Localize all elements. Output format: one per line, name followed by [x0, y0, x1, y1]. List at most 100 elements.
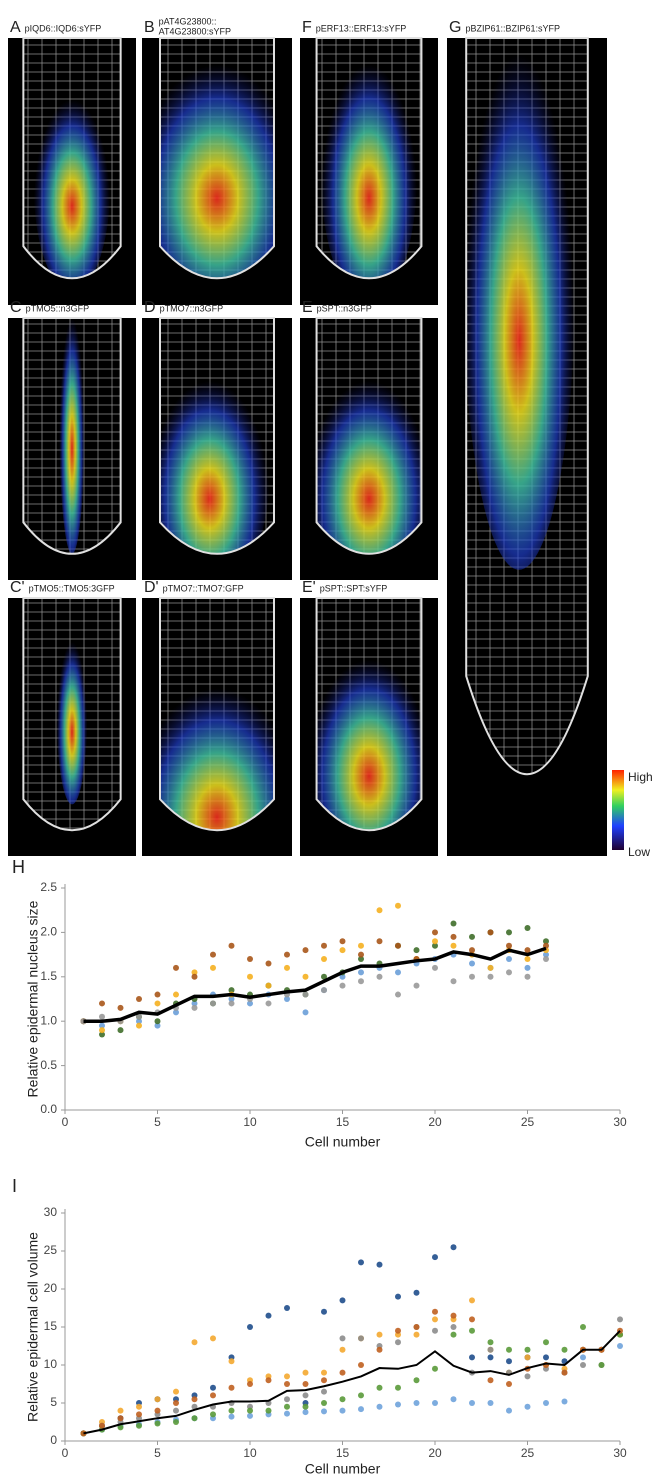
- data-point: [284, 1381, 290, 1387]
- data-point: [450, 1324, 457, 1330]
- x-tick-label: 15: [336, 1115, 350, 1129]
- data-point: [395, 991, 401, 998]
- data-point: [469, 973, 475, 980]
- data-point: [487, 964, 494, 971]
- data-point: [469, 1400, 475, 1406]
- data-point: [191, 1004, 198, 1011]
- panel-letter: A: [10, 19, 21, 36]
- data-point: [487, 1377, 494, 1384]
- data-point: [210, 1411, 216, 1418]
- data-point: [136, 1022, 142, 1029]
- data-point: [191, 973, 198, 980]
- data-point: [265, 1312, 272, 1319]
- data-point: [543, 951, 549, 958]
- data-point: [173, 964, 179, 971]
- chart-label: H: [12, 857, 25, 877]
- data-point: [321, 1369, 327, 1376]
- data-point: [136, 1411, 142, 1418]
- data-point: [358, 978, 364, 985]
- data-point: [117, 1415, 124, 1422]
- data-point: [302, 1009, 309, 1016]
- fluorescence: [316, 357, 422, 554]
- panel-letter: E': [302, 579, 316, 596]
- data-point: [543, 938, 549, 945]
- data-point: [228, 987, 235, 994]
- data-point: [598, 1362, 605, 1368]
- data-point: [524, 973, 531, 980]
- data-point: [469, 947, 475, 954]
- x-tick-label: 5: [154, 1115, 161, 1129]
- data-point: [487, 1354, 494, 1361]
- data-point: [358, 951, 364, 958]
- data-point: [99, 1031, 105, 1038]
- data-point: [432, 1400, 438, 1406]
- data-point: [413, 947, 420, 954]
- data-point: [265, 1000, 272, 1007]
- data-point: [432, 938, 438, 945]
- data-point: [173, 991, 179, 998]
- data-point: [376, 938, 383, 945]
- mean-line: [83, 1330, 621, 1435]
- data-point: [265, 960, 272, 967]
- data-point: [173, 1388, 179, 1395]
- data-point: [376, 907, 383, 914]
- data-point: [450, 920, 457, 927]
- data-point: [210, 964, 216, 971]
- data-point: [99, 1013, 105, 1020]
- x-tick-label: 20: [428, 1115, 442, 1129]
- data-point: [339, 982, 346, 989]
- data-point: [506, 942, 512, 949]
- data-point: [395, 1401, 401, 1408]
- y-tick-label: 1.0: [40, 1013, 57, 1027]
- data-point: [302, 973, 309, 980]
- panel-caption: pAT4G23800::: [159, 16, 217, 26]
- data-point: [228, 1384, 235, 1391]
- data-point: [284, 996, 290, 1002]
- data-point: [450, 1396, 457, 1403]
- data-point: [339, 938, 346, 945]
- data-point: [506, 969, 512, 976]
- data-point: [154, 1000, 161, 1007]
- data-point: [117, 1004, 124, 1011]
- data-point: [543, 956, 549, 963]
- data-point: [469, 1327, 475, 1334]
- fluorescence: [56, 623, 88, 805]
- data-point: [524, 1346, 531, 1353]
- data-point: [469, 1354, 475, 1361]
- data-point: [580, 1362, 586, 1368]
- data-point: [339, 1346, 346, 1353]
- data-point: [302, 1403, 309, 1410]
- panel-caption: pTMO7::n3GFP: [160, 303, 224, 313]
- panel-caption: pTMO7::TMO7:GFP: [163, 583, 244, 593]
- data-point: [321, 1377, 327, 1384]
- data-point: [413, 1289, 420, 1296]
- data-point: [395, 902, 401, 909]
- x-tick-label: 0: [62, 1446, 69, 1460]
- data-point: [413, 1377, 420, 1384]
- data-point: [247, 973, 253, 980]
- root-outline: [22, 597, 122, 832]
- y-tick-label: 15: [44, 1319, 58, 1333]
- data-point: [450, 942, 457, 949]
- data-point: [376, 973, 383, 980]
- data-point: [506, 1346, 512, 1353]
- data-point: [228, 1413, 235, 1420]
- data-point: [173, 1400, 179, 1406]
- x-tick-label: 5: [154, 1446, 161, 1460]
- data-point: [524, 1354, 531, 1361]
- data-point: [321, 973, 327, 980]
- fluorescence: [316, 636, 422, 831]
- data-point: [302, 1381, 309, 1387]
- data-point: [432, 929, 438, 936]
- data-point: [524, 956, 531, 963]
- panel-caption: pBZIP61::BZIP61:sYFP: [465, 23, 560, 33]
- data-point: [284, 951, 290, 958]
- data-point: [136, 1403, 142, 1410]
- panel-letter: D': [144, 579, 159, 596]
- data-point: [339, 1407, 346, 1414]
- data-point: [136, 1013, 142, 1020]
- data-point: [154, 1396, 161, 1403]
- data-point: [432, 1327, 438, 1334]
- root-outline: [315, 37, 423, 280]
